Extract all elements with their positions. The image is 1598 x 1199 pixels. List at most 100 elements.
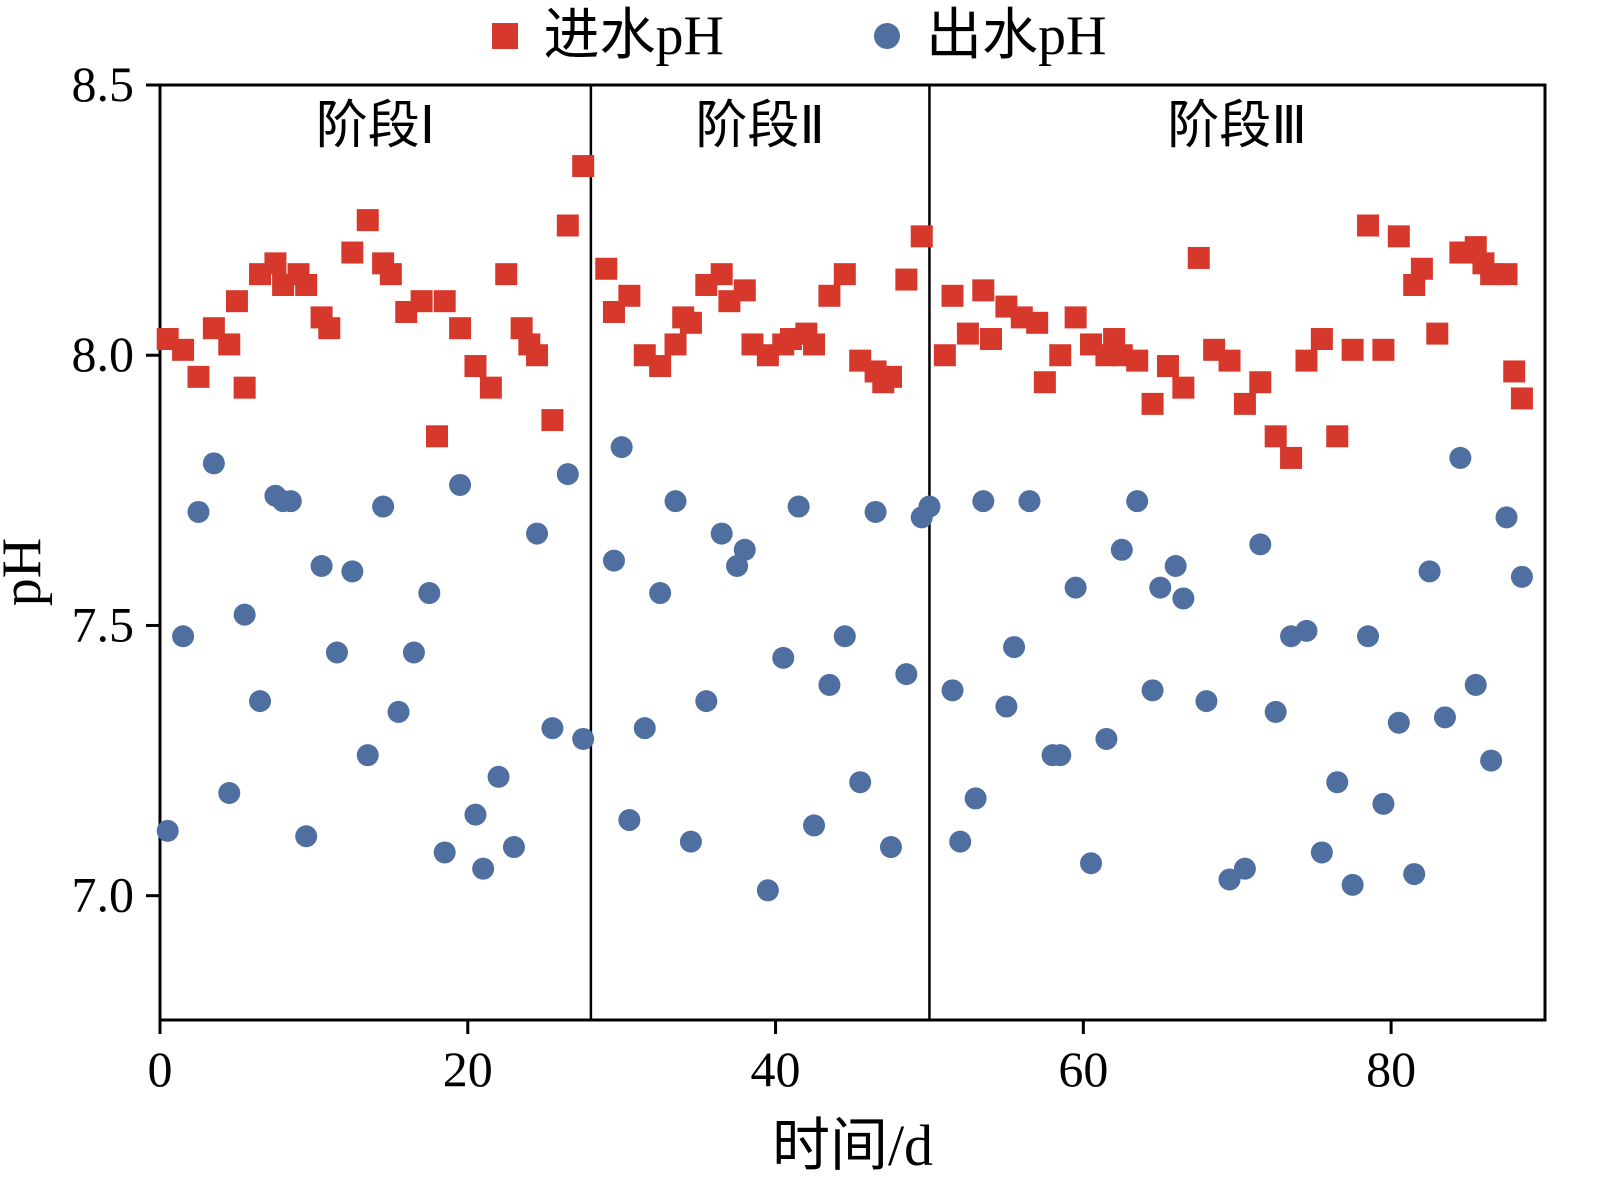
effluent-ph-point [541,717,564,740]
influent-ph-point [1341,338,1364,361]
influent-ph-point [879,365,902,388]
influent-ph-point [1187,246,1210,269]
influent-ph-point [679,311,702,334]
effluent-ph-point [618,809,641,832]
effluent-ph-point [1341,873,1364,896]
effluent-ph-point [972,490,995,513]
effluent-ph-point [502,836,525,859]
y-tick-label: 8.0 [72,326,135,382]
effluent-ph-point [833,625,856,648]
effluent-ph-point [1510,565,1533,588]
influent-ph-point [1218,349,1241,372]
x-tick-label: 60 [1058,1041,1108,1097]
effluent-ph-point [187,500,210,523]
effluent-ph-point [733,538,756,561]
effluent-ph-point [526,522,549,545]
influent-ph-point [1233,392,1256,415]
influent-ph-point [541,409,564,432]
effluent-ph-point [1164,555,1187,578]
effluent-ph-point [849,771,872,794]
influent-ph-point [318,317,341,340]
influent-square-marker-icon [491,23,518,49]
effluent-circle-marker-icon [874,23,900,49]
influent-ph-point [464,355,487,378]
effluent-ph-point [249,690,272,713]
effluent-ph-point [879,836,902,859]
influent-ph-point [1410,257,1433,280]
effluent-ph-point [295,825,318,848]
effluent-ph-point [387,700,410,723]
effluent-ph-point [1172,587,1195,610]
influent-ph-point [1510,387,1533,410]
effluent-ph-point [172,625,195,648]
influent-ph-point [233,376,256,399]
effluent-ph-point [356,744,379,767]
x-axis-title: 时间/d [771,1113,934,1178]
influent-ph-point [972,279,995,302]
effluent-ph-point [803,814,826,837]
effluent-ph-point [1495,506,1518,529]
effluent-ph-point [1095,727,1118,750]
effluent-ph-point [464,803,487,826]
influent-ph-point [1503,360,1526,383]
influent-ph-point [595,257,618,280]
legend-item-effluent: 出水pH [874,8,1106,64]
influent-ph-point [1357,214,1380,237]
effluent-ph-point [233,603,256,626]
effluent-ph-point [1110,538,1133,561]
effluent-ph-point [418,582,441,605]
influent-ph-point [1426,322,1449,345]
y-tick-label: 7.0 [72,867,135,923]
effluent-ph-point [649,582,672,605]
effluent-ph-point [372,495,395,518]
influent-ph-point [618,284,641,307]
effluent-ph-point [756,879,779,902]
influent-ph-point [910,225,933,248]
y-tick-label: 8.5 [72,56,135,112]
effluent-ph-point [1126,490,1149,513]
influent-ph-point [572,155,595,178]
effluent-ph-point [402,641,425,664]
influent-ph-point [433,290,456,313]
influent-ph-point [956,322,979,345]
effluent-ph-point [1403,863,1426,886]
influent-ph-point [1249,371,1272,394]
influent-ph-point [295,273,318,296]
phase-label: 阶段Ⅰ [316,98,435,155]
effluent-ph-point [602,549,625,572]
influent-ph-point [941,284,964,307]
influent-ph-point [833,263,856,286]
influent-ph-point [410,290,433,313]
legend-label-effluent: 出水pH [926,5,1107,67]
effluent-ph-point [664,490,687,513]
legend-label-influent: 进水pH [543,5,724,67]
effluent-ph-point [1049,744,1072,767]
plot-frame [158,83,1547,1022]
influent-ph-point [556,214,579,237]
phase-label: 阶段Ⅲ [1167,98,1307,155]
effluent-ph-point [772,646,795,669]
influent-ph-point [1026,311,1049,334]
effluent-ph-point [695,690,718,713]
influent-ph-point [1495,263,1518,286]
influent-ph-point [803,333,826,356]
effluent-ph-point [1195,690,1218,713]
influent-ph-point [218,333,241,356]
effluent-ph-point [1249,533,1272,556]
effluent-ph-point [1064,576,1087,599]
legend-item-influent: 进水pH [491,5,724,67]
influent-ph-point [1280,446,1303,469]
influent-ph-point [664,333,687,356]
influent-ph-point [933,344,956,367]
influent-ph-point [1064,306,1087,329]
influent-ph-point [225,290,248,313]
effluent-ph-point [218,782,241,805]
effluent-ph-point [325,641,348,664]
effluent-ph-point [964,787,987,810]
influent-ph-point [818,284,841,307]
influent-ph-point [895,268,918,291]
influent-ph-point [1049,344,1072,367]
phase-label: 阶段Ⅱ [695,98,825,155]
effluent-ph-point [202,452,225,475]
